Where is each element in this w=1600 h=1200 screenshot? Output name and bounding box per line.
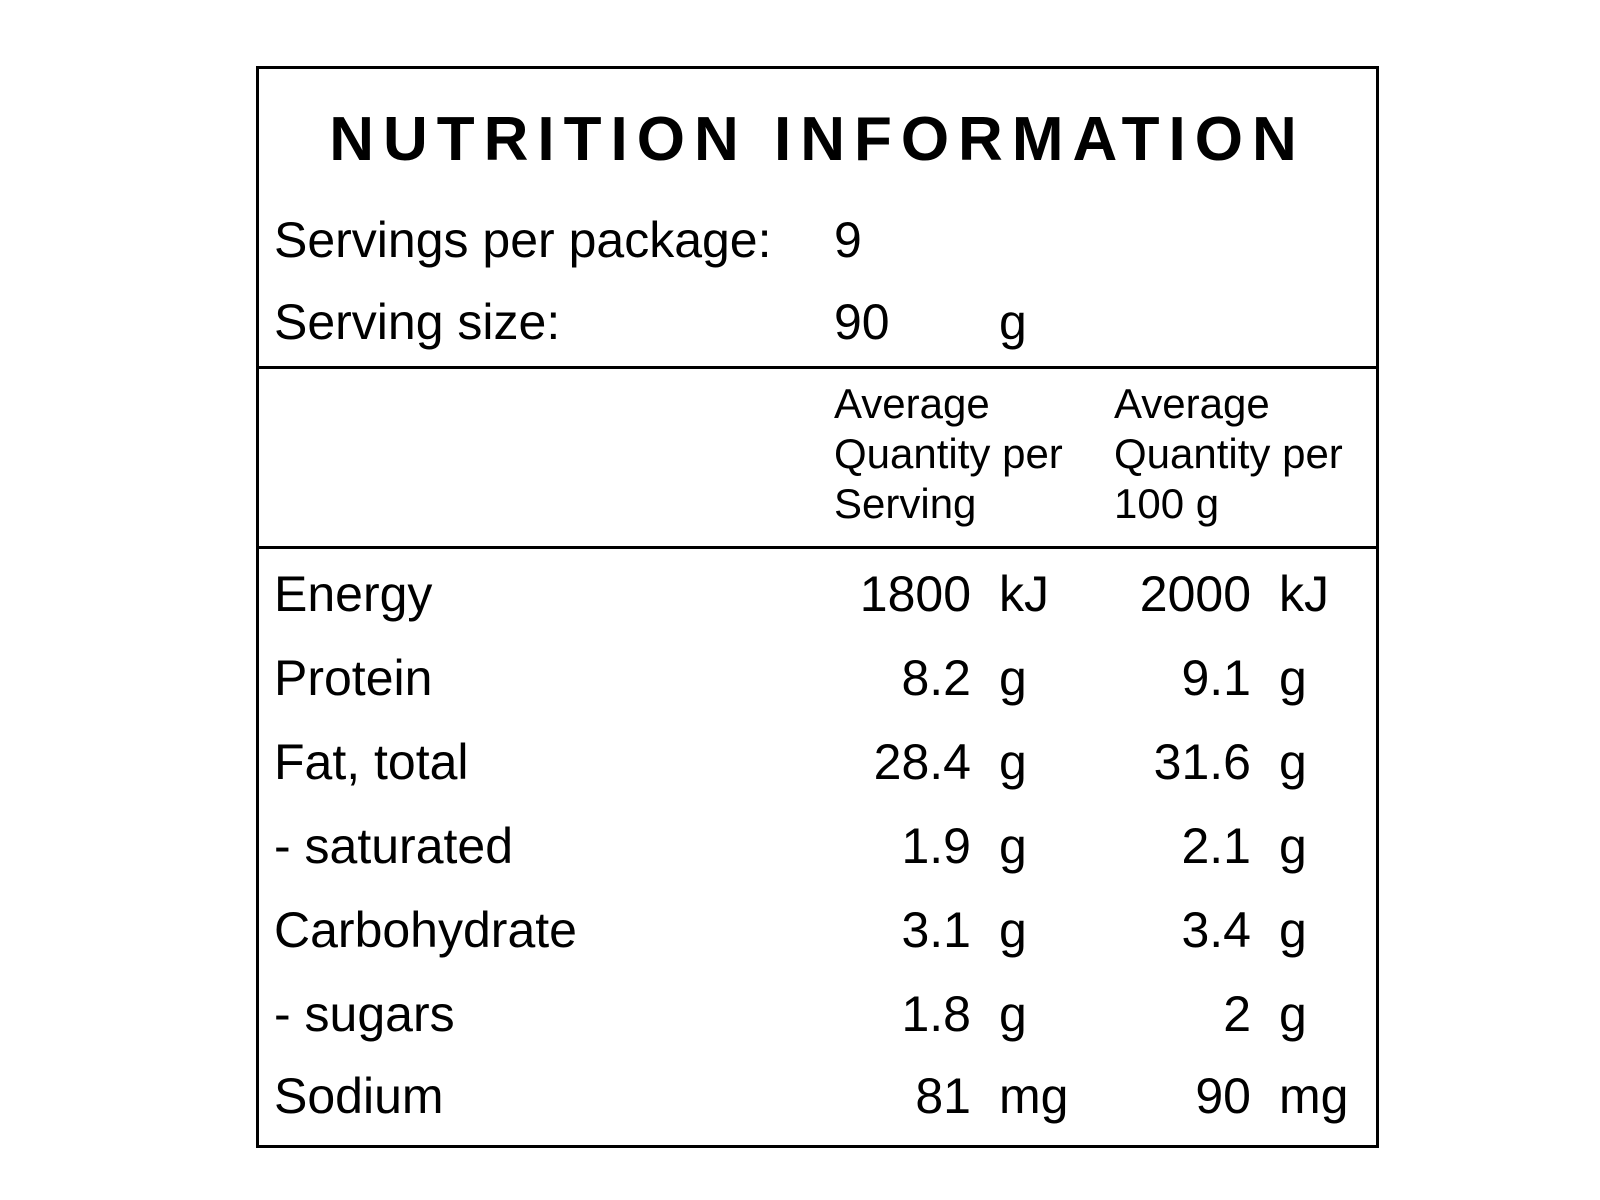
per-100g-unit: g [1279,650,1307,706]
per-serving-unit: g [999,902,1027,958]
column-header-line: Quantity per [1114,430,1343,477]
per-100g-value: 2.1 [1181,818,1251,874]
per-serving-unit: mg [999,1068,1069,1124]
per-serving-unit: g [999,818,1027,874]
table-row: - sugars 1.8 g 2 g [259,984,1376,1044]
per-100g-value: 2 [1223,986,1251,1042]
per-serving-value: 3.1 [901,902,971,958]
nutrient-name: Sodium [274,1068,444,1124]
table-row: Energy 1800 kJ 2000 kJ [259,564,1376,624]
nutrient-name: - sugars [274,986,455,1042]
nutrient-name: Energy [274,566,433,622]
table-row: Sodium 81 mg 90 mg [259,1066,1376,1126]
column-header-line: Quantity per [834,430,1063,477]
per-serving-unit: g [999,650,1027,706]
servings-per-package-label: Servings per package: [274,212,772,268]
column-header-per-serving: Average Quantity per Serving [834,379,1063,529]
per-100g-value: 31.6 [1153,734,1251,790]
serving-size-unit: g [999,294,1027,350]
column-header-line: 100 g [1114,480,1220,527]
per-serving-value: 1.8 [901,986,971,1042]
serving-size-label: Serving size: [274,294,561,350]
per-100g-unit: g [1279,734,1307,790]
per-serving-value: 28.4 [873,734,971,790]
nutrient-name: Protein [274,650,433,706]
per-100g-unit: g [1279,902,1307,958]
per-serving-unit: g [999,986,1027,1042]
nutrient-name: Carbohydrate [274,902,577,958]
table-row: - saturated 1.9 g 2.1 g [259,816,1376,876]
nutrient-name: Fat, total [274,734,469,790]
column-header-line: Serving [834,480,977,527]
per-serving-value: 1800 [859,566,971,622]
column-header-per-100g: Average Quantity per 100 g [1114,379,1343,529]
column-header-line: Average [834,380,990,427]
table-row: Fat, total 28.4 g 31.6 g [259,732,1376,792]
per-100g-unit: g [1279,818,1307,874]
panel-title: NUTRITION INFORMATION [329,105,1306,174]
per-100g-value: 90 [1195,1068,1251,1124]
per-serving-value: 1.9 [901,818,971,874]
table-row: Carbohydrate 3.1 g 3.4 g [259,900,1376,960]
column-header-divider [259,546,1376,549]
per-serving-unit: kJ [999,566,1049,622]
per-100g-unit: g [1279,986,1307,1042]
per-serving-value: 81 [915,1068,971,1124]
per-100g-value: 9.1 [1181,650,1251,706]
per-100g-value: 3.4 [1181,902,1251,958]
nutrient-name: - saturated [274,818,514,874]
header-divider [259,366,1376,369]
serving-size-value: 90 [834,294,890,350]
per-100g-value: 2000 [1139,566,1251,622]
per-100g-unit: kJ [1279,566,1329,622]
per-serving-value: 8.2 [901,650,971,706]
table-row: Protein 8.2 g 9.1 g [259,648,1376,708]
per-serving-unit: g [999,734,1027,790]
nutrition-panel: NUTRITION INFORMATION Servings per packa… [256,66,1379,1148]
column-header-line: Average [1114,380,1270,427]
per-100g-unit: mg [1279,1068,1349,1124]
servings-per-package-value: 9 [834,212,862,268]
